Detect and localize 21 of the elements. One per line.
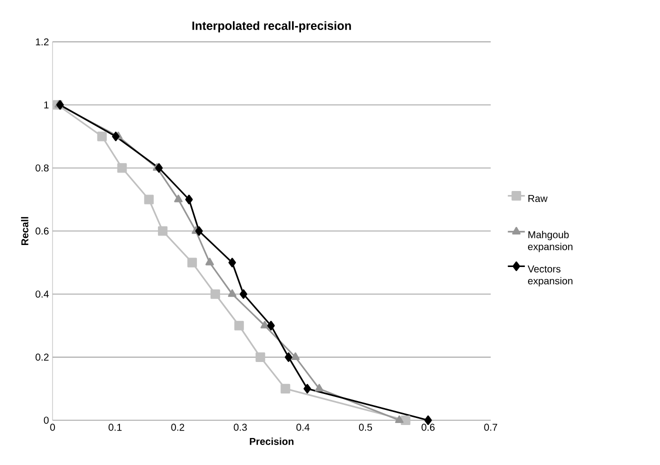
x-tick-label: 0.6 bbox=[422, 424, 435, 431]
y-tick-label: 0.4 bbox=[36, 290, 49, 298]
x-tick-label: 0.5 bbox=[358, 424, 372, 431]
y-tick-label: 0.6 bbox=[36, 227, 49, 235]
x-tick-label: 0.2 bbox=[171, 424, 184, 431]
x-tick-label: 0.1 bbox=[108, 424, 122, 431]
x-axis-title: Precision bbox=[250, 438, 294, 445]
y-axis-title: Recall bbox=[21, 217, 28, 246]
y-tick-label: 0.2 bbox=[36, 354, 49, 361]
legend-label: Raw bbox=[528, 195, 548, 202]
y-tick-label: 1 bbox=[44, 101, 49, 108]
legend-label: Mahgoub expansion bbox=[528, 230, 572, 252]
legend-label: Vectors expansion bbox=[528, 265, 572, 286]
x-tick-label: 0.7 bbox=[484, 424, 498, 431]
y-tick-label: 1.2 bbox=[36, 38, 49, 46]
x-tick-label: 0 bbox=[50, 424, 55, 431]
x-tick-label: 0.4 bbox=[296, 424, 310, 431]
y-tick-label: 0 bbox=[44, 416, 49, 424]
y-tick-label: 0.8 bbox=[36, 164, 49, 172]
x-tick-label: 0.3 bbox=[234, 424, 247, 431]
chart-title: Interpolated recall-precision bbox=[192, 21, 351, 32]
